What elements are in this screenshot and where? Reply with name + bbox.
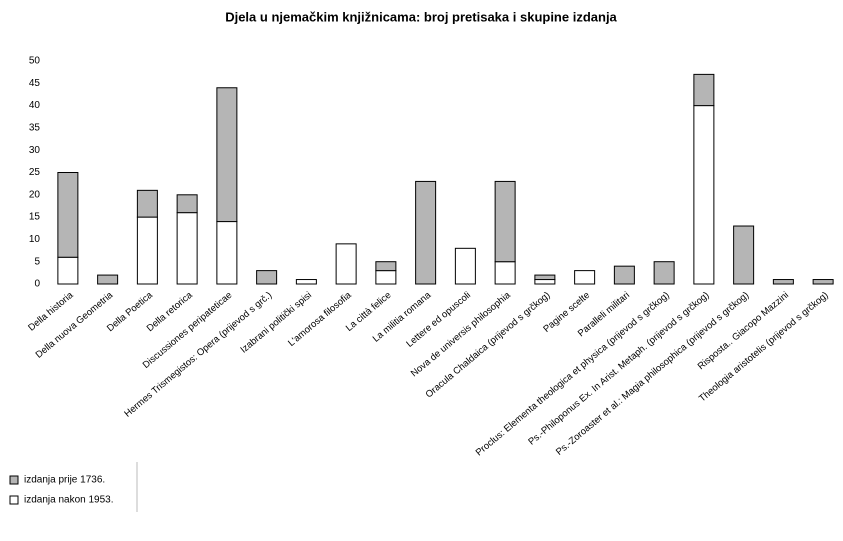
y-tick-label: 30 [29,145,41,156]
x-tick-label: Hermes Trismegistos: Opera (prijevod s g… [122,290,274,420]
x-tick-label: Della nuova Geometria [34,289,116,360]
bar-segment [494,180,516,263]
x-tick-label: Izabrani politički spisi [238,290,313,356]
bar-segment [534,279,556,285]
bar-segment [216,87,238,223]
x-tick-label: Ps.-Philoponus Ex. In Arist. Metaph. (pr… [526,290,711,448]
bar-segment [176,212,198,285]
bar-segment [772,279,794,285]
bar-segment [454,247,476,285]
bar-segment [494,261,516,285]
legend-swatch [9,475,19,485]
y-tick-label: 10 [29,234,41,245]
bar-segment [97,274,119,285]
bar-segment [295,279,317,285]
y-tick-label: 15 [29,212,41,223]
y-tick-label: 0 [34,279,40,290]
y-tick-label: 40 [29,100,41,111]
bar-segment [613,265,635,285]
legend-label: izdanja prije 1736. [24,475,105,486]
bar-segment [57,172,79,258]
bar-segment [574,270,596,285]
y-tick-label: 35 [29,123,41,134]
bar-segment [136,189,158,218]
bar-segment [375,261,397,272]
legend-swatch [9,495,19,505]
bar-segment [415,180,437,285]
y-tick-label: 5 [34,256,40,267]
chart-title: Djela u njemačkim knjižnicama: broj pret… [225,9,617,24]
bar-segment [693,73,715,107]
legend-label: izdanja nakon 1953. [24,495,114,506]
y-tick-label: 45 [29,78,41,89]
bar-segment [693,105,715,285]
y-tick-label: 50 [29,56,41,67]
bar-segment [534,274,556,281]
bar-segment [176,194,198,214]
bar-segment [375,270,397,285]
x-tick-label: Ps.-Zoroaster et al.: Magia philosophica… [554,290,751,458]
y-tick-label: 20 [29,189,41,200]
bar-segment [256,270,278,285]
bar-segment [136,216,158,285]
bar-segment [57,256,79,285]
bar-segment [733,225,755,285]
y-tick-label: 25 [29,167,41,178]
bar-segment [335,243,357,285]
bar-segment [812,279,834,285]
bar-segment [653,261,675,285]
bar-segment [216,221,238,285]
